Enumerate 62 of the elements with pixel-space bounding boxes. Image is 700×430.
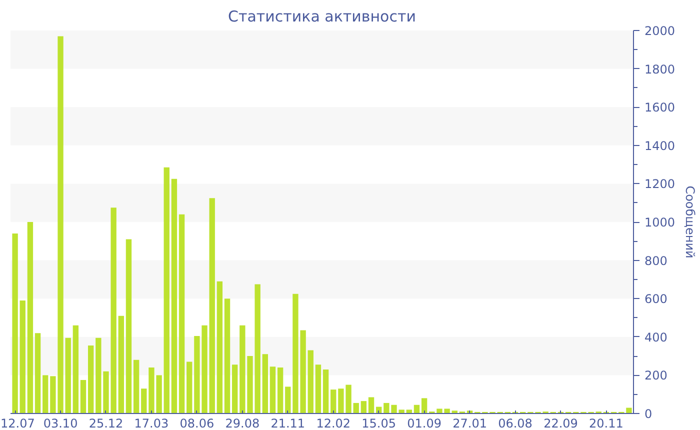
bar xyxy=(12,233,18,414)
x-tick-label: 17.03 xyxy=(134,416,169,430)
chart-title: Статистика активности xyxy=(228,8,416,26)
bar xyxy=(232,364,238,414)
y-tick-label: 400 xyxy=(644,330,668,344)
bar xyxy=(118,316,124,414)
bar xyxy=(414,404,420,414)
x-tick-label: 08.06 xyxy=(180,416,214,430)
y-tick-label: 1000 xyxy=(644,216,676,230)
bar xyxy=(141,388,147,414)
bar xyxy=(65,338,71,414)
y-tick-label: 200 xyxy=(644,368,668,383)
y-tick-label: 600 xyxy=(644,292,668,306)
bar xyxy=(42,375,48,414)
y-axis-title: Сообщений xyxy=(683,186,698,258)
x-tick-label: 03.10 xyxy=(43,416,78,430)
x-tick-label: 25.12 xyxy=(88,416,124,430)
x-tick-label: 22.09 xyxy=(544,416,578,430)
bar xyxy=(285,386,291,414)
bar xyxy=(178,214,185,414)
bar xyxy=(270,366,276,414)
x-tick-label: 12.07 xyxy=(0,416,35,430)
bar xyxy=(262,354,268,414)
bar xyxy=(27,222,34,414)
y-tick-label: 2000 xyxy=(644,24,676,38)
bar xyxy=(277,368,284,414)
bar xyxy=(126,239,132,414)
x-tick-label: 27.01 xyxy=(452,416,487,430)
y-tick-label: 0 xyxy=(644,407,652,421)
x-tick-label: 20.11 xyxy=(589,416,624,430)
y-tick-label: 800 xyxy=(644,254,668,268)
bar xyxy=(88,346,94,414)
bar xyxy=(322,369,329,414)
x-tick-label: 12.02 xyxy=(316,416,351,430)
x-tick-label: 01.09 xyxy=(407,416,442,430)
bar xyxy=(209,198,215,414)
bar xyxy=(133,360,140,414)
bar xyxy=(330,390,336,414)
bar xyxy=(20,300,26,414)
bar xyxy=(353,402,359,414)
bar xyxy=(164,167,170,414)
bar xyxy=(186,362,192,414)
bar xyxy=(171,178,178,414)
bar xyxy=(626,408,632,414)
y-tick-label: 1800 xyxy=(644,62,676,76)
bar xyxy=(224,298,230,414)
x-tick-label: 21.11 xyxy=(270,416,306,430)
bar xyxy=(315,364,322,414)
y-tick-label: 1200 xyxy=(644,177,676,192)
y-tick-label: 1400 xyxy=(644,138,676,153)
bar xyxy=(421,398,428,414)
bar xyxy=(34,333,41,414)
bar xyxy=(368,397,374,414)
x-tick-label: 15.05 xyxy=(362,416,396,430)
bar xyxy=(360,401,367,414)
bar xyxy=(308,350,314,414)
x-tick-label: 06.08 xyxy=(498,416,532,430)
y-tick-label: 1600 xyxy=(644,100,676,115)
bar xyxy=(80,380,86,414)
x-tick-label: 29.08 xyxy=(225,416,260,430)
bar xyxy=(216,281,223,414)
bar xyxy=(72,325,79,414)
